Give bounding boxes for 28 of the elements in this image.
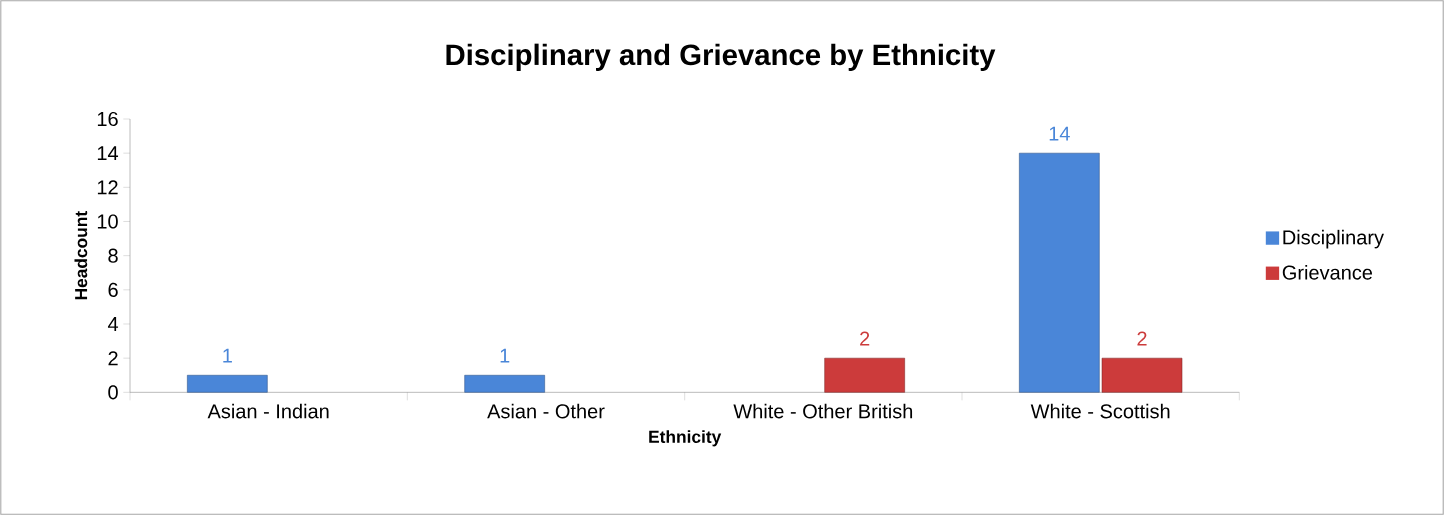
x-axis-title: Ethnicity — [649, 430, 722, 447]
x-tick-label: Asian - Indian — [207, 403, 329, 419]
y-tick-label: 12 — [97, 180, 118, 195]
data-label: 14 — [1049, 126, 1070, 141]
legend-label: Disciplinary — [1283, 229, 1384, 249]
data-label: 2 — [1137, 331, 1147, 346]
data-label: 1 — [223, 348, 232, 363]
x-tick-label: White - Scottish — [1030, 403, 1170, 419]
bar — [187, 374, 268, 393]
bar — [1019, 152, 1100, 393]
x-tick-label: Asian - Other — [487, 403, 605, 419]
legend-label: Grievance — [1282, 265, 1373, 280]
y-tick-label: 10 — [97, 214, 118, 229]
y-tick-label: 2 — [108, 351, 118, 366]
data-label: 1 — [500, 348, 510, 363]
y-tick-label: 14 — [97, 146, 119, 161]
y-tick-label: 0 — [108, 385, 118, 400]
y-tick-label: 4 — [107, 317, 119, 331]
bar — [464, 374, 545, 393]
bar — [1101, 357, 1183, 393]
y-tick-label: 6 — [108, 282, 118, 297]
x-tick-label: White - Other British — [733, 403, 913, 419]
y-tick-label: 8 — [108, 248, 118, 263]
bar — [824, 357, 905, 393]
y-tick-label: 16 — [97, 111, 118, 127]
data-label: 2 — [860, 331, 870, 346]
y-axis-title: Headcount — [74, 211, 88, 300]
chart-title: Disciplinary and Grievance by Ethnicity — [446, 43, 996, 71]
